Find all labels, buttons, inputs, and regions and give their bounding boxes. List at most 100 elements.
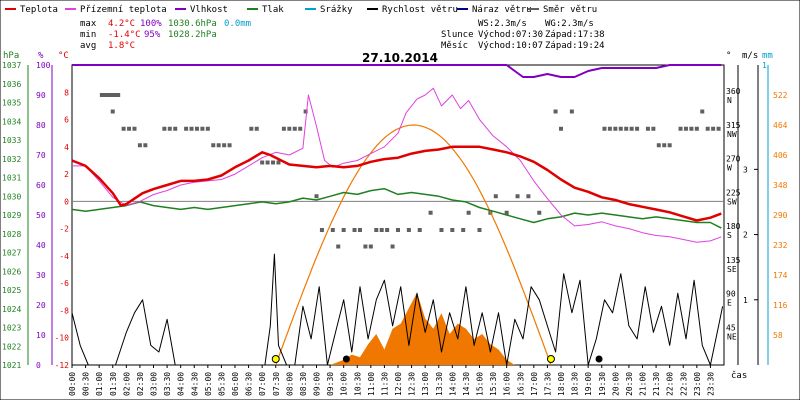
wind-wg: WG:2.3m/s (545, 19, 594, 29)
pressure-tick-label: 1034 (2, 117, 21, 126)
wind-direction-point (105, 93, 110, 97)
wind-direction-point (292, 126, 297, 131)
wind-tick-label: 1 (743, 296, 748, 305)
wind-direction-point (211, 143, 216, 148)
series-line-press (71, 187, 722, 229)
wind-direction-point (662, 143, 667, 148)
axis-units: hPa % °C ° m/s mm čas (3, 51, 773, 381)
moon-set: Západ:19:24 (545, 41, 605, 51)
x-tick-label: 21:00 (639, 372, 648, 396)
direction-tick-value: 90 (726, 290, 736, 299)
pressure-tick-label: 1032 (2, 155, 21, 164)
wind-direction-point (705, 126, 710, 131)
wind-direction-point (227, 143, 232, 148)
wind-direction-point (132, 126, 137, 131)
wind-direction-point (167, 126, 172, 131)
legend-label-0: Teplota (20, 5, 58, 15)
wind-direction-point (629, 126, 634, 131)
x-tick-label: 00:00 (68, 372, 77, 396)
wind-direction-point (526, 194, 531, 199)
humidity-tick-label: 60 (36, 181, 46, 190)
wind-direction-point (428, 210, 433, 215)
wind-direction-point (184, 126, 189, 131)
series-line-wind (71, 253, 724, 366)
solar-tick-label: 290 (773, 211, 788, 220)
legend-label-5: Rychlost větru (382, 5, 458, 15)
solar-theoretical-curve (275, 124, 552, 366)
wind-direction-point (396, 228, 400, 232)
moonset-marker (595, 355, 603, 363)
direction-tick-value: 135 (726, 256, 741, 265)
pressure-tick-label: 1024 (2, 305, 21, 314)
stats-max-press: 1030.6hPa (168, 19, 217, 29)
wind-direction-point (683, 126, 688, 131)
wind-direction-point (700, 109, 705, 114)
moonrise-marker (342, 355, 350, 363)
temperature-tick-label: -2 (59, 225, 69, 234)
x-tick-label: 01:30 (109, 372, 118, 396)
wind-direction-point (260, 160, 265, 165)
pressure-tick-label: 1027 (2, 249, 21, 258)
temperature-tick-label: 2 (64, 170, 69, 179)
pressure-tick-label: 1030 (2, 192, 21, 201)
x-tick-label: 15:00 (476, 372, 485, 396)
legend: Teplota Přízemní teplota Vlhkost Tlak Srážky… (5, 5, 597, 15)
x-tick-label: 09:30 (326, 372, 335, 396)
x-tick-label: 22:30 (679, 372, 688, 396)
wind-direction-point (330, 228, 335, 232)
pressure-tick-label: 1023 (2, 324, 21, 333)
x-tick-label: 18:00 (557, 372, 566, 396)
wind-direction-point (121, 126, 126, 131)
stats-block: max 4.2°C 100% 1030.6hPa 0.0mm min -1.4°… (80, 19, 251, 51)
sun-label: Slunce (441, 30, 474, 40)
legend-label-4: Srážky (320, 5, 353, 15)
x-tick-label: 16:30 (516, 372, 525, 396)
temperature-tick-label: -8 (59, 306, 69, 315)
pressure-tick-label: 1036 (2, 80, 21, 89)
wind-direction-point (265, 160, 270, 165)
stats-avg-temp: 1.8°C (108, 41, 135, 51)
x-tick-label: 12:00 (394, 372, 403, 396)
wind-direction-point (352, 228, 357, 232)
plot-area: 00:00 00:30 01:00 01:30 02:00 02:30 03:00 03:30… (2, 61, 788, 396)
x-tick-label: 06:30 (245, 372, 254, 396)
x-tick-label: 14:30 (462, 372, 471, 396)
chart-title: 27.10.2014 (362, 51, 438, 65)
humidity-tick-label: 20 (36, 301, 46, 310)
solar-tick-label: 58 (773, 331, 783, 340)
solar-tick-label: 522 (773, 91, 788, 100)
astro-block: WS:2.3m/s WG:2.3m/s Slunce Východ:07:30 … (441, 19, 605, 51)
x-tick-label: 17:30 (543, 372, 552, 396)
temperature-tick-label: -4 (59, 252, 69, 261)
x-tick-label: 10:30 (353, 372, 362, 396)
direction-tick-value: 45 (726, 323, 736, 332)
unit-ms: m/s (742, 51, 758, 61)
x-tick-label: 12:30 (408, 372, 417, 396)
wind-direction-point (281, 126, 286, 131)
wind-direction-point (553, 109, 558, 114)
humidity-tick-label: 70 (36, 151, 46, 160)
wind-direction-point (341, 228, 346, 232)
x-tick-label: 15:30 (489, 372, 498, 396)
wind-direction-point (162, 126, 167, 131)
solar-tick-label: 174 (773, 271, 788, 280)
wind-direction-point (110, 109, 115, 114)
stats-avg-label: avg (80, 41, 96, 51)
pressure-tick-label: 1025 (2, 286, 21, 295)
wind-direction-point (716, 126, 721, 131)
direction-tick-value: 315 (726, 121, 741, 130)
x-tick-label: 17:00 (530, 372, 539, 396)
x-tick-label: 21:30 (652, 372, 661, 396)
direction-tick-label: W (727, 164, 732, 173)
x-tick-label: 13:00 (421, 372, 430, 396)
wind-direction-point (385, 228, 390, 232)
direction-tick-value: 225 (726, 188, 741, 197)
pressure-tick-label: 1028 (2, 230, 21, 239)
solar-tick-label: 348 (773, 181, 788, 190)
temperature-tick-label: -10 (55, 334, 70, 343)
wind-direction-point (602, 126, 607, 131)
series-line-hum (72, 64, 722, 78)
x-tick-label: 11:00 (367, 372, 376, 396)
wind-direction-point (113, 93, 118, 97)
wind-direction-point (406, 228, 411, 232)
